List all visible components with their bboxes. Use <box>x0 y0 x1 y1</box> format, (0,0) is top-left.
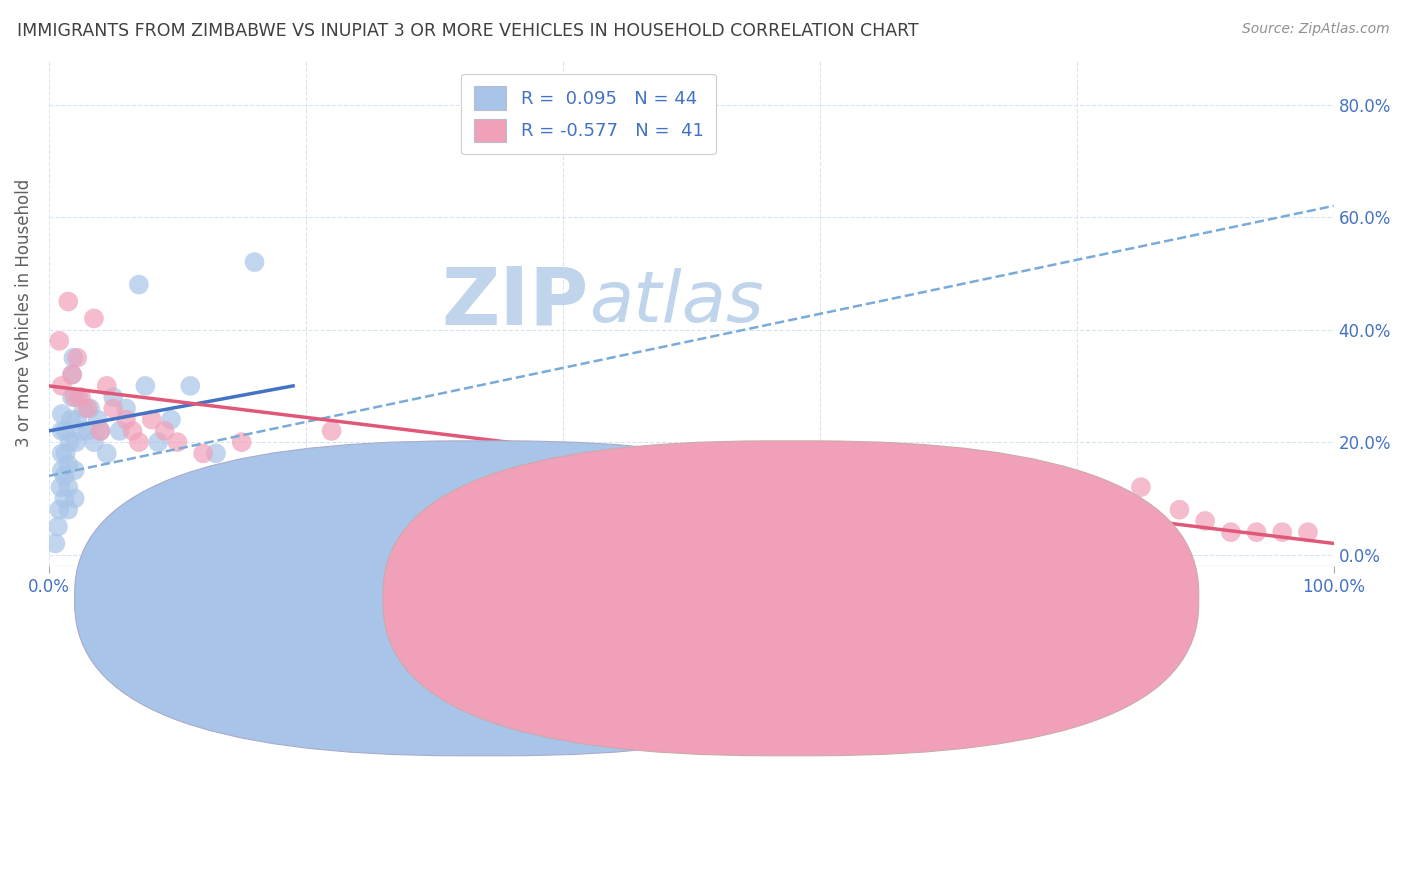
Text: ZIP: ZIP <box>441 264 589 342</box>
Point <box>281 525 304 540</box>
Point <box>488 469 510 483</box>
Text: atlas: atlas <box>589 268 763 337</box>
Legend: R =  0.095   N = 44, R = -0.577   N =  41: R = 0.095 N = 44, R = -0.577 N = 41 <box>461 74 716 154</box>
Point <box>49 480 72 494</box>
Point <box>243 255 266 269</box>
Point <box>76 424 98 438</box>
Point <box>79 401 101 416</box>
Point <box>63 463 86 477</box>
Point <box>321 424 343 438</box>
Point <box>128 277 150 292</box>
Point <box>51 446 73 460</box>
Point <box>96 446 118 460</box>
Point <box>115 412 138 426</box>
Point <box>58 435 80 450</box>
Point <box>83 311 105 326</box>
Point <box>44 536 66 550</box>
Point <box>1271 525 1294 540</box>
Point <box>551 469 574 483</box>
Point <box>53 469 76 483</box>
Point <box>51 463 73 477</box>
FancyBboxPatch shape <box>75 441 890 756</box>
Point <box>231 435 253 450</box>
Point <box>87 412 110 426</box>
Point <box>96 379 118 393</box>
Point <box>103 390 125 404</box>
Point <box>51 407 73 421</box>
Point <box>55 446 77 460</box>
Point <box>269 458 291 472</box>
Point <box>48 502 70 516</box>
Point <box>205 446 228 460</box>
Point <box>48 334 70 348</box>
Point <box>1194 514 1216 528</box>
Point <box>53 491 76 506</box>
Point <box>58 502 80 516</box>
Point <box>66 412 89 426</box>
Point <box>128 435 150 450</box>
Point <box>371 469 394 483</box>
Point <box>63 390 86 404</box>
Point <box>89 424 111 438</box>
Point <box>179 379 201 393</box>
Point <box>1066 514 1088 528</box>
Point <box>76 401 98 416</box>
Point <box>423 446 446 460</box>
Point <box>936 502 959 516</box>
Point <box>103 401 125 416</box>
Text: IMMIGRANTS FROM ZIMBABWE VS INUPIAT 3 OR MORE VEHICLES IN HOUSEHOLD CORRELATION : IMMIGRANTS FROM ZIMBABWE VS INUPIAT 3 OR… <box>17 22 918 40</box>
Point <box>66 351 89 365</box>
Point <box>58 294 80 309</box>
Point <box>141 412 163 426</box>
Point <box>808 491 831 506</box>
Point <box>1001 480 1024 494</box>
Point <box>160 412 183 426</box>
Point <box>108 424 131 438</box>
Point <box>1168 502 1191 516</box>
Point <box>63 491 86 506</box>
Point <box>60 368 83 382</box>
Point <box>58 458 80 472</box>
Point <box>121 424 143 438</box>
Point <box>70 424 93 438</box>
Point <box>73 401 96 416</box>
Point <box>134 379 156 393</box>
Point <box>65 435 87 450</box>
Point <box>616 480 638 494</box>
Text: Source: ZipAtlas.com: Source: ZipAtlas.com <box>1241 22 1389 37</box>
Point <box>744 480 766 494</box>
Point <box>1129 480 1152 494</box>
Point <box>70 390 93 404</box>
Point <box>89 424 111 438</box>
Point <box>55 424 77 438</box>
Text: Inupiat: Inupiat <box>820 590 877 607</box>
Text: Immigrants from Zimbabwe: Immigrants from Zimbabwe <box>515 590 745 607</box>
Point <box>146 435 169 450</box>
Point <box>67 390 90 404</box>
Point <box>115 401 138 416</box>
FancyBboxPatch shape <box>382 441 1199 756</box>
Point <box>1246 525 1268 540</box>
Point <box>58 480 80 494</box>
Point <box>83 435 105 450</box>
Point <box>60 390 83 404</box>
Point <box>51 424 73 438</box>
Point <box>166 435 188 450</box>
Point <box>62 351 84 365</box>
Point <box>873 480 896 494</box>
Y-axis label: 3 or more Vehicles in Household: 3 or more Vehicles in Household <box>15 178 32 447</box>
Point <box>60 368 83 382</box>
Point <box>46 519 69 533</box>
Point <box>153 424 176 438</box>
Point <box>1296 525 1319 540</box>
Point <box>681 458 703 472</box>
Point <box>191 446 214 460</box>
Point <box>59 412 82 426</box>
Point <box>51 379 73 393</box>
Point <box>1219 525 1241 540</box>
